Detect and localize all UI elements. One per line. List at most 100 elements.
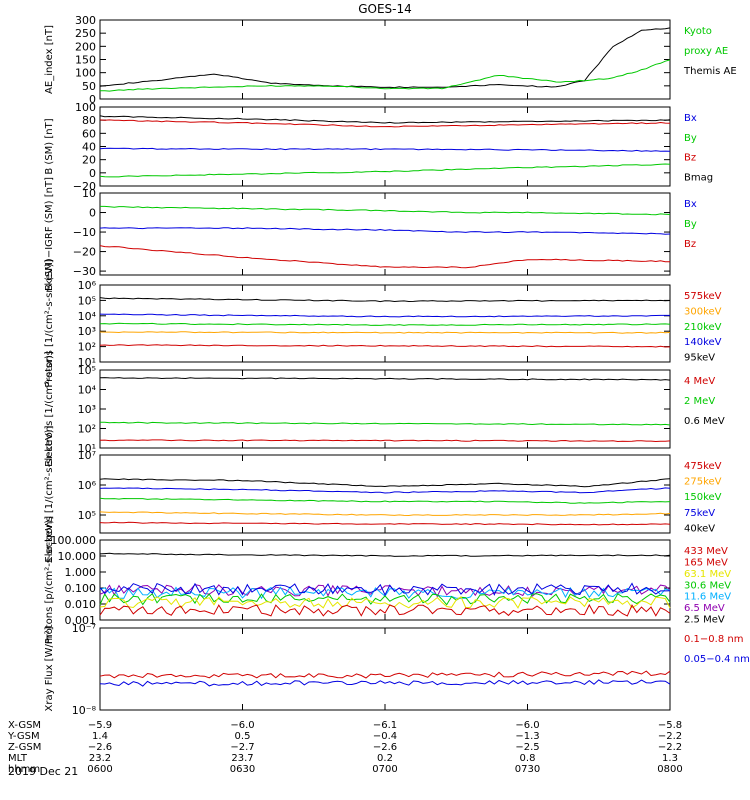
panel-frame [99,539,671,621]
axis-row-value: 0.2 [377,753,393,764]
legend-entry: Bz [684,239,696,250]
y-tick-label: 10⁴ [78,310,97,323]
y-tick-label: 250 [75,27,96,40]
series-line-7 [99,582,671,597]
series-line-1 [99,115,671,124]
y-tick-label: −20 [73,246,96,259]
y-tick-label: 10¹ [78,442,96,455]
series-line-1 [99,670,671,679]
y-tick-label: 200 [75,40,96,53]
legend-entry: 165 MeV [684,557,728,568]
y-tick-label: 60 [82,127,96,140]
legend-entry: 2 MeV [684,396,715,407]
axis-row-value: −0.4 [373,731,397,742]
legend-entry: 0.6 MeV [684,416,725,427]
axis-row-value: −5.9 [88,720,112,731]
legend-entry: 300keV [684,306,722,317]
panel-5: 10¹ 10² 10³ 10⁴ 10⁵ Electrons [1/(cm²-s-sr)] 4… [44,351,725,467]
series-line-1 [99,297,671,303]
legend-entry: 40keV [684,523,715,534]
legend-entry: 75keV [684,508,715,519]
y-tick-label: 80 [82,114,96,127]
y-tick-label: 100 [75,101,96,114]
series-line-3 [99,439,671,443]
series-line-3 [99,322,671,326]
series-line-2 [99,487,671,494]
series-line-2 [99,119,671,128]
panel-frame [99,106,671,187]
panel-4: 10¹ 10² 10³ 10⁴ 10⁵ 10⁶ Protons [1/(cm²-s-sr-k… [44,259,722,387]
y-tick-label: 0 [89,93,96,106]
y-tick-label: 10³ [78,325,96,338]
y-tick-label: 10⁻⁸ [72,704,97,717]
y-tick-label: 10⁷ [78,449,96,462]
legend-entry: Kyoto [684,26,712,37]
series-line-2 [99,679,671,687]
legend-entry: 0.05−0.4 nm [684,654,750,665]
axis-row-value: −6.1 [373,720,397,731]
legend-entry: 433 MeV [684,546,728,557]
y-tick-label: 10⁵ [78,509,96,522]
axis-row-value: 23.2 [89,753,111,764]
legend-entry: By [684,133,697,144]
y-axis-label: Protons [p/(cm²-s-sr-keV)] [44,516,55,644]
y-tick-label: 10 [82,187,96,200]
y-axis-label: Xray Flux [W/m²] [44,626,55,711]
y-tick-label: 100.000 [51,534,97,547]
legend-entry: 475keV [684,461,722,472]
y-tick-label: −30 [73,265,96,278]
y-tick-label: 10⁶ [78,479,97,492]
y-tick-label: 50 [82,80,96,93]
legend-entry: Bmag [684,172,713,183]
series-line-1 [99,478,671,488]
y-tick-label: 40 [82,141,96,154]
series-line-3 [99,147,671,152]
series-line-4 [99,511,671,517]
axis-row-label: Y-GSM [7,731,40,742]
y-tick-label: 150 [75,54,96,67]
axis-row-value: −2.6 [88,742,112,753]
panel-8: 10⁻⁸ 10⁻⁷ Xray Flux [W/m²] 0.1−0.8 nm 0.05−0… [44,622,750,717]
y-tick-label: −20 [73,180,96,193]
axis-row-value: 0630 [230,764,255,775]
axis-row-value: −2.6 [373,742,397,753]
y-axis-label: B (SM) [nT] [44,118,55,174]
panel-frame [99,627,671,711]
y-tick-label: 300 [75,14,96,27]
axis-row-value: 0730 [515,764,540,775]
series-line-5 [99,344,671,348]
axis-row-value: 23.7 [231,753,253,764]
date-label: 2019 Dec 21 [8,765,78,778]
panel-6: 10⁵ 10⁶ 10⁷ Electrons [1/(cm²-s-sr-keV)] 475… [44,425,722,562]
y-tick-label: 0 [89,167,96,180]
axis-row-value: 0600 [87,764,112,775]
axis-row-label: MLT [8,753,28,764]
legend-entry: 210keV [684,322,722,333]
legend-entry: By [684,219,697,230]
axis-row-value: −5.8 [658,720,682,731]
axis-row-value: −6.0 [230,720,254,731]
legend-entry: 30.6 MeV [684,580,731,591]
legend-entry: 4 MeV [684,376,715,387]
y-tick-label: 10² [78,341,96,354]
series-line-1 [99,552,671,557]
y-tick-label: 10² [78,423,96,436]
series-line-4 [99,163,671,178]
series-line-2 [99,227,671,235]
y-tick-label: 10⁻⁷ [72,622,96,635]
axis-row-value: 1.3 [662,753,678,764]
series-line-2 [100,59,671,92]
orbit-axis-table: X-GSM −5.9 −6.0 −6.1 −6.0 −5.8 Y-GSM 1.4 0.5 −0.4… [7,720,683,775]
axis-row-value: 0.8 [520,753,536,764]
axis-row-value: 0.5 [235,731,251,742]
series-line-3 [99,497,671,504]
series-line-6 [99,603,671,617]
y-tick-label: 10⁵ [78,364,96,377]
y-axis-label: Electrons [1/(cm²-s-sr-keV)] [44,425,55,562]
y-axis-label: B (SM)−IGRF (SM) [nT] [44,177,55,291]
axis-row-value: −2.7 [230,742,254,753]
y-tick-label: 100 [75,67,96,80]
legend-entry: 63.1 MeV [684,569,731,580]
series-line-3 [99,245,671,269]
